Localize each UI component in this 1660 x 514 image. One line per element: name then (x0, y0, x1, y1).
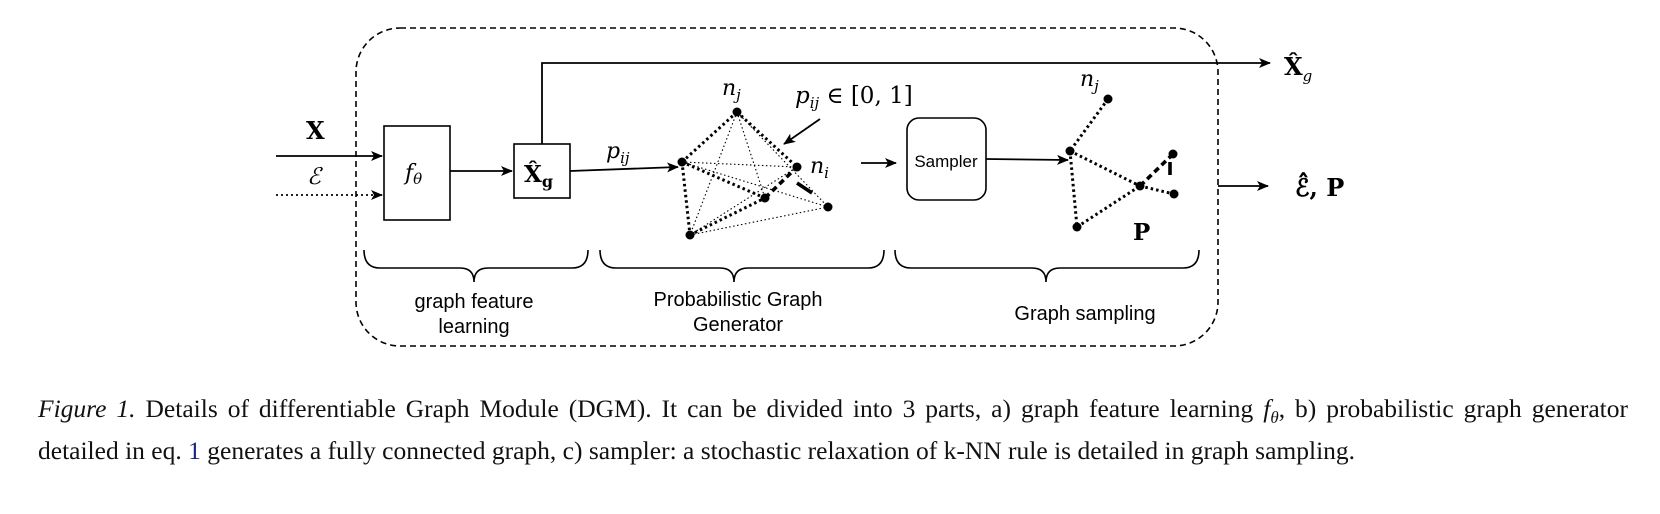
pij-annotation-arrow (783, 118, 821, 145)
xg-output-line (541, 58, 1271, 144)
graph-edge (681, 161, 829, 208)
graph-node (823, 202, 833, 212)
f-theta-symbol: fθ (1263, 394, 1279, 428)
graph-edge (689, 166, 798, 236)
graph-edge (735, 110, 799, 169)
graph-node (1135, 181, 1145, 191)
xg-box-label: X̂g (524, 161, 553, 191)
section-label-probabilistic-1: Probabilistic Graph (654, 289, 823, 311)
f-theta-box (383, 125, 451, 221)
xg-to-graph-arrow (569, 162, 679, 173)
brace-graph-feature-learning (363, 249, 589, 283)
graph-edge (680, 110, 739, 164)
graph-edge (1139, 184, 1175, 196)
figure-caption: Figure 1. Details of differentiable Grap… (38, 392, 1628, 467)
graph-node (732, 107, 742, 117)
sampler-label: Sampler (914, 152, 978, 171)
graph-edge (796, 181, 813, 195)
section-label-graph-feature-learning-2: learning (438, 316, 509, 338)
output-xg-label: X̂g (1284, 52, 1312, 85)
graph-edge (1069, 149, 1141, 188)
graph-node (1169, 189, 1179, 199)
section-label-probabilistic-2: Generator (693, 314, 783, 336)
nj-label: nj (722, 76, 741, 104)
graph-node (1103, 94, 1113, 104)
graph-edge (681, 160, 766, 200)
caption-text-1: Details of differentiable Graph Module (… (135, 394, 1264, 423)
graph-node (760, 193, 770, 203)
input-e-label: ℰ (307, 164, 323, 190)
graph-edge (689, 196, 766, 237)
graph-node (1072, 222, 1082, 232)
module-boundary (355, 27, 1219, 347)
graph-edge (689, 111, 738, 236)
graph-edge (680, 161, 692, 236)
caption-text-2: , b) probabilistic graph generator detai… (38, 394, 1628, 466)
graph-edge (1068, 150, 1079, 228)
probabilistic-graph (677, 107, 833, 240)
input-x-label: X (306, 116, 325, 145)
graph-node (685, 230, 695, 240)
graph-edge (1068, 98, 1110, 152)
graph-edge (681, 161, 798, 168)
ni-label: ni (810, 154, 829, 182)
graph-edge (1138, 152, 1175, 188)
section-label-graph-sampling: Graph sampling (1014, 303, 1155, 325)
pij-edge-label: pij (606, 139, 630, 167)
nj-sampled-label: nj (1080, 67, 1099, 95)
equation-reference-link[interactable]: 1 (188, 436, 201, 466)
output-ep-label: ℰ̂, P (1295, 172, 1344, 202)
graph-edge (763, 165, 799, 200)
graph-node (677, 157, 687, 167)
graph-edge (1076, 184, 1141, 229)
graph-edge (689, 206, 829, 236)
caption-text-3: generates a fully connected graph, c) sa… (200, 436, 1356, 466)
graph-node (792, 162, 802, 172)
brace-graph-sampling (894, 249, 1200, 283)
sampled-graph (1065, 94, 1179, 232)
section-label-graph-feature-learning-1: graph feature (415, 291, 534, 313)
xg-box (513, 143, 571, 199)
p-matrix-label: P (1133, 219, 1150, 246)
figure-label: Figure 1. (38, 394, 136, 423)
graph-node (1168, 149, 1178, 159)
graph-edge (736, 111, 766, 199)
sampler-to-graph-arrow (985, 154, 1069, 165)
brace-probabilistic-generator (599, 249, 885, 283)
pij-annotation: pij ∈ [0, 1] (795, 83, 913, 112)
graph-node (1065, 146, 1075, 156)
